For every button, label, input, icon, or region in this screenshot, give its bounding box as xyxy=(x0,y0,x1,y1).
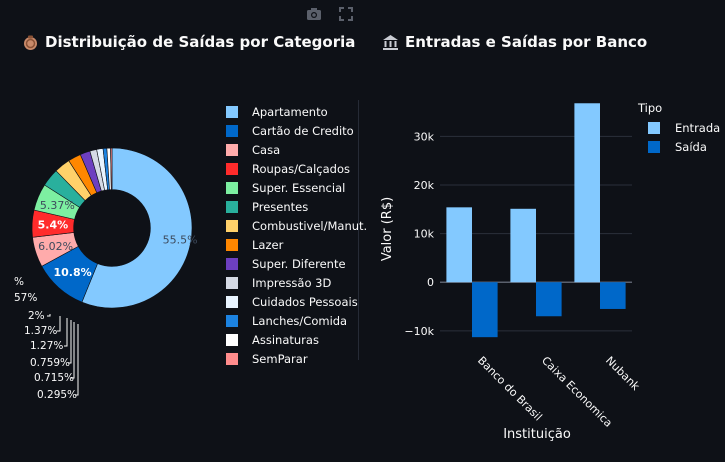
leader-line xyxy=(68,320,72,364)
legend-label: Cuidados Pessoais xyxy=(252,294,358,309)
y-tick-label: 20k xyxy=(414,179,435,192)
legend-label: Assinaturas xyxy=(252,332,319,347)
legend-item[interactable]: Presentes xyxy=(226,197,367,216)
bar-entrada[interactable] xyxy=(446,207,472,283)
legend-item[interactable]: Roupas/Calçados xyxy=(226,159,367,178)
legend-label: Lazer xyxy=(252,237,284,252)
legend-item[interactable]: Impressão 3D xyxy=(226,273,367,292)
legend-item[interactable]: Cuidados Pessoais xyxy=(226,292,367,311)
leader-line xyxy=(64,318,68,347)
outside-slice-label: 0.759% xyxy=(30,357,70,369)
legend-swatch xyxy=(226,162,238,175)
outside-slice-label: 2% xyxy=(28,310,45,322)
pie-title-text: Distribuição de Saídas por Categoria xyxy=(45,33,356,51)
legend-swatch xyxy=(226,257,238,270)
y-tick-label: 30k xyxy=(414,130,435,143)
donut-slice[interactable] xyxy=(110,147,113,190)
legend-label: SemParar xyxy=(252,351,308,366)
donut-chart: 55.5% 10.8% 6.02% 5.4% 5.37%% 57% 2% 1.37% 1.27%… xyxy=(14,147,198,401)
leader-line xyxy=(57,316,61,332)
legend-item[interactable]: Cartão de Credito xyxy=(226,121,367,140)
legend-swatch xyxy=(226,333,238,346)
legend-swatch xyxy=(226,314,238,327)
legend-swatch xyxy=(226,352,238,365)
y-tick-label: 10k xyxy=(414,228,435,241)
bar-entrada[interactable] xyxy=(510,208,536,283)
slice-label: 5.4% xyxy=(38,219,69,232)
legend-item[interactable]: Casa xyxy=(226,140,367,159)
legend-swatch xyxy=(226,200,238,213)
bar-title-text: Entradas e Saídas por Banco xyxy=(405,33,648,51)
bar-legend-swatch[interactable] xyxy=(648,141,660,153)
outside-slice-label: % xyxy=(14,276,24,288)
outside-slice-label: 1.27% xyxy=(30,340,63,352)
legend-swatch xyxy=(226,276,238,289)
legend-item[interactable]: Assinaturas xyxy=(226,330,367,349)
y-axis-title: Valor (R$) xyxy=(380,197,395,261)
legend-label: Combustivel/Manut. xyxy=(252,218,368,233)
legend-item[interactable]: SemParar xyxy=(226,349,367,368)
outside-slice-label: 1.37% xyxy=(24,325,57,337)
legend-item[interactable]: Lazer xyxy=(226,235,367,254)
legend-swatch xyxy=(226,238,238,251)
slice-label: 5.37% xyxy=(40,199,75,212)
bar-saída[interactable] xyxy=(472,282,498,338)
chart-toolbar xyxy=(305,6,355,22)
leader-line xyxy=(71,322,75,379)
legend-item[interactable]: Apartamento xyxy=(226,102,367,121)
x-axis-title: Instituição xyxy=(503,427,571,442)
panel-divider xyxy=(358,100,359,360)
bar-legend-title: Tipo xyxy=(637,101,662,115)
legend-swatch xyxy=(226,219,238,232)
money-bag-icon xyxy=(24,35,37,50)
legend-swatch xyxy=(226,124,238,137)
legend-swatch xyxy=(226,295,238,308)
slice-label: 10.8% xyxy=(53,266,91,279)
legend-item[interactable]: Combustivel/Manut. xyxy=(226,216,367,235)
bar-legend-swatch[interactable] xyxy=(648,122,660,134)
bar-saída[interactable] xyxy=(600,282,626,309)
bar-legend-label[interactable]: Saída xyxy=(675,140,707,154)
legend-item[interactable]: Super. Essencial xyxy=(226,178,367,197)
legend-label: Super. Essencial xyxy=(252,180,346,195)
slice-label: 55.5% xyxy=(163,233,198,246)
legend-label: Apartamento xyxy=(252,104,328,119)
bar-panel-title: Entradas e Saídas por Banco xyxy=(382,33,647,51)
legend-swatch xyxy=(226,105,238,118)
bar-entrada[interactable] xyxy=(574,103,600,283)
legend-label: Super. Diferente xyxy=(252,256,346,271)
legend-label: Lanches/Comida xyxy=(252,313,348,328)
outside-slice-label: 57% xyxy=(14,292,37,304)
y-tick-label: −10k xyxy=(404,325,434,338)
legend-label: Roupas/Calçados xyxy=(252,161,350,176)
outside-slice-label: 0.295% xyxy=(37,389,77,401)
camera-icon[interactable] xyxy=(305,6,323,22)
fullscreen-icon[interactable] xyxy=(337,6,355,22)
pie-panel-title: Distribuição de Saídas por Categoria xyxy=(22,33,355,51)
y-tick-label: 0 xyxy=(427,276,434,289)
x-tick-label: Nubank xyxy=(603,354,643,394)
outside-slice-label: 0.715% xyxy=(34,372,74,384)
legend-swatch xyxy=(226,181,238,194)
bar-saída[interactable] xyxy=(536,282,562,317)
legend-item[interactable]: Lanches/Comida xyxy=(226,311,367,330)
legend-label: Presentes xyxy=(252,199,309,214)
legend-label: Casa xyxy=(252,142,281,157)
bank-icon xyxy=(383,34,398,50)
legend-item[interactable]: Super. Diferente xyxy=(226,254,367,273)
leader-line xyxy=(75,324,79,396)
x-tick-label: Banco do Brasil xyxy=(475,354,545,424)
leader-line xyxy=(47,314,51,317)
donut-slice[interactable] xyxy=(81,147,193,309)
legend-swatch xyxy=(226,143,238,156)
legend-label: Cartão de Credito xyxy=(252,123,354,138)
slice-label: 6.02% xyxy=(38,240,73,253)
pie-legend: Apartamento Cartão de Credito Casa Roupas/C… xyxy=(226,102,367,368)
legend-label: Impressão 3D xyxy=(252,275,332,290)
x-tick-label: Caixa Economica xyxy=(539,354,615,430)
bar-legend-label[interactable]: Entrada xyxy=(675,121,720,135)
